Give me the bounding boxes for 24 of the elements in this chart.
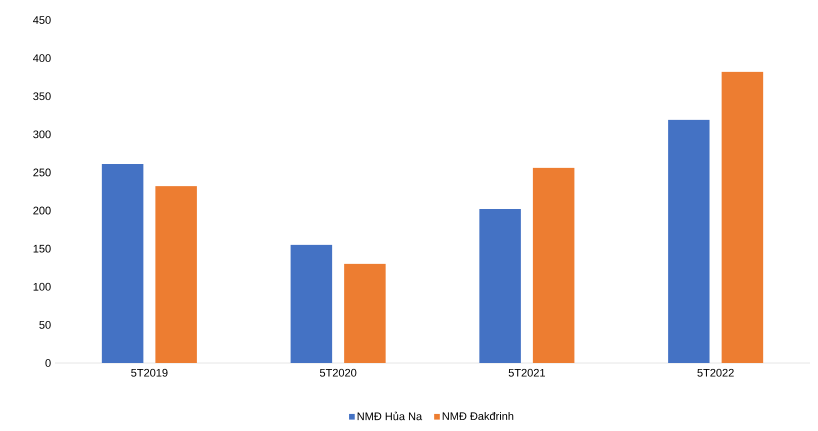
y-tick-label: 300 (33, 130, 51, 138)
y-tick-label: 450 (33, 16, 51, 24)
x-tick-label: 5T2020 (320, 368, 356, 377)
bar (532, 168, 574, 363)
bar (722, 72, 764, 363)
x-tick-label: 5T2019 (131, 368, 168, 377)
y-tick-label: 150 (34, 244, 51, 253)
y-tick-label: 400 (33, 54, 51, 62)
y-tick-label: 0 (45, 359, 51, 367)
x-tick-label: 5T2021 (508, 368, 545, 377)
y-tick-label: 100 (34, 282, 51, 291)
bar (155, 186, 197, 363)
bar (290, 244, 332, 363)
y-tick-label: 200 (33, 206, 51, 214)
bar (344, 264, 386, 363)
bar (102, 164, 144, 363)
legend-label: NMĐ Đakđrinh (442, 412, 514, 420)
y-tick-label: 350 (33, 92, 51, 100)
y-tick-label: 50 (39, 321, 51, 329)
x-tick-label: 5T2022 (697, 368, 734, 377)
y-tick-label: 250 (33, 168, 51, 176)
legend-label: NMĐ Hủa Na (358, 412, 422, 420)
bar (668, 120, 710, 363)
bar (479, 209, 521, 363)
